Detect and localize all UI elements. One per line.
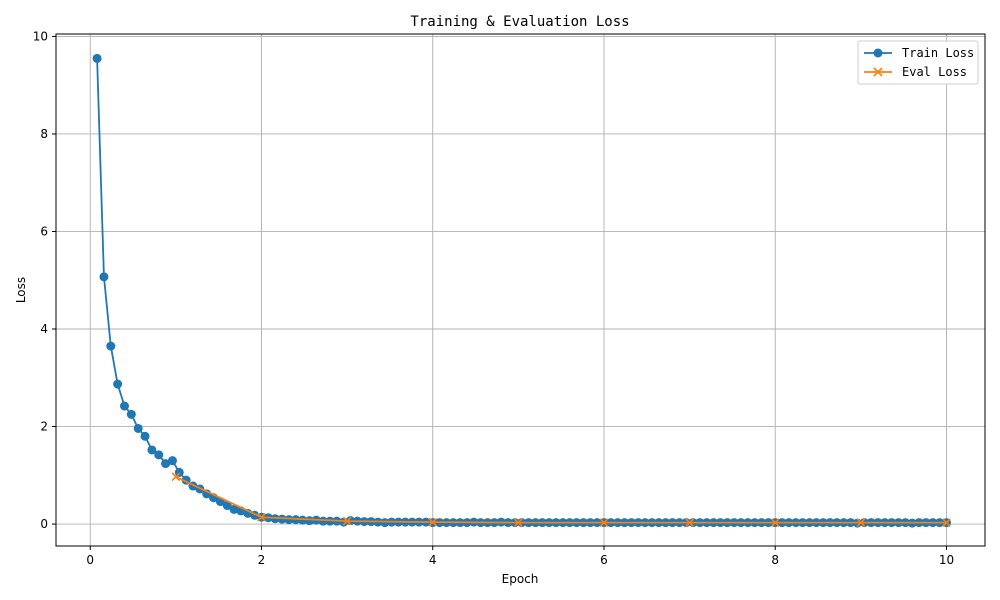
data-point-eval xyxy=(856,518,866,527)
data-point-train xyxy=(106,341,116,351)
data-point-eval xyxy=(171,472,181,482)
data-point-train xyxy=(298,515,308,525)
legend-label-train: Train Loss xyxy=(902,46,974,60)
data-point-train xyxy=(113,379,123,389)
series-line-1 xyxy=(175,475,947,524)
x-tick-label: 8 xyxy=(771,553,779,567)
data-point-train xyxy=(147,445,157,455)
data-point-eval xyxy=(428,517,438,527)
y-axis-label: Loss xyxy=(14,277,28,303)
data-point-eval xyxy=(770,518,780,527)
legend-marker-eval xyxy=(873,67,883,77)
data-point-train xyxy=(304,516,314,526)
y-tick-label: 0 xyxy=(40,517,48,531)
x-tick-label: 2 xyxy=(258,553,266,567)
x-tick-label: 4 xyxy=(429,553,437,567)
data-point-train xyxy=(119,401,129,411)
data-point-eval xyxy=(513,518,523,527)
data-point-train xyxy=(222,501,232,511)
x-tick-label: 6 xyxy=(600,553,608,567)
data-point-train xyxy=(229,504,239,514)
grid xyxy=(56,34,985,546)
data-point-train xyxy=(92,53,102,63)
data-point-train xyxy=(99,272,109,282)
data-point-eval xyxy=(942,518,951,527)
data-point-train xyxy=(277,514,287,524)
data-point-train xyxy=(380,518,390,528)
legend-label-eval: Eval Loss xyxy=(902,65,967,79)
ticks: 0 2 4 6 8 10 0 2 4 6 8 10 xyxy=(33,29,954,567)
data-point-train xyxy=(167,456,177,466)
data-point-train xyxy=(154,450,164,460)
data-point-eval xyxy=(342,516,352,526)
data-point-train xyxy=(284,515,294,525)
plot-frame xyxy=(55,33,986,547)
legend-box xyxy=(857,40,979,85)
data-point-train xyxy=(161,459,171,469)
y-tick-label: 4 xyxy=(40,322,48,336)
legend: Train Loss Eval Loss xyxy=(857,40,979,85)
y-tick-label: 2 xyxy=(40,420,48,434)
data-point-train xyxy=(318,516,328,526)
data-point-train xyxy=(140,431,150,441)
x-tick-label: 0 xyxy=(86,553,94,567)
y-tick-label: 8 xyxy=(40,127,48,141)
data-point-eval xyxy=(599,518,609,527)
x-tick-label: 10 xyxy=(939,553,954,567)
data-point-train xyxy=(133,423,143,433)
y-tick-label: 6 xyxy=(40,224,48,238)
series-line-0 xyxy=(96,58,947,524)
x-axis-label: Epoch xyxy=(502,572,539,586)
legend-marker-train xyxy=(873,48,883,58)
data-point-train xyxy=(126,409,136,419)
chart-title: Training & Evaluation Loss xyxy=(410,14,629,30)
y-tick-label: 10 xyxy=(33,29,48,43)
data-point-eval xyxy=(257,512,266,522)
data-point-eval xyxy=(685,518,694,527)
series-layer xyxy=(92,53,951,528)
